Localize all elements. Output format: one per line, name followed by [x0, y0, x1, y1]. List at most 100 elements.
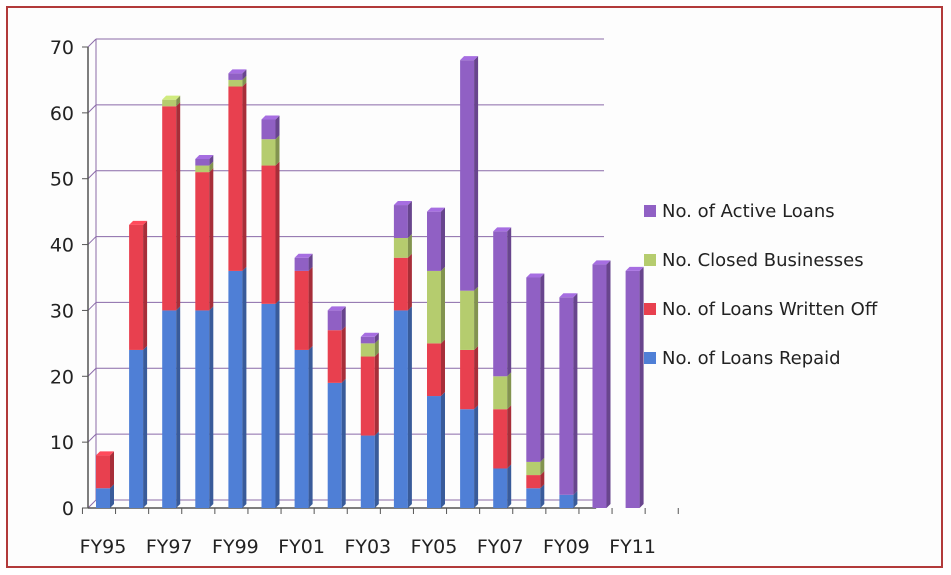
- bar-segment: [228, 266, 247, 508]
- legend-label: No. Closed Businesses: [662, 250, 864, 271]
- bar-face: [493, 376, 508, 410]
- bar-face: [592, 264, 607, 508]
- gridline-depth: [87, 433, 97, 443]
- bar-face: [195, 310, 210, 508]
- bar-face: [393, 237, 408, 258]
- bar-face: [162, 310, 177, 508]
- bar-face: [228, 86, 243, 271]
- bar-segment: [493, 405, 512, 469]
- bar-face: [261, 303, 276, 508]
- bar-top: [162, 95, 181, 100]
- bar-side: [374, 352, 379, 436]
- bar-face: [228, 270, 243, 508]
- bar-face: [526, 488, 541, 508]
- bar-side: [176, 95, 181, 107]
- bar-face: [460, 349, 475, 410]
- legend-label: No. of Loans Written Off: [662, 299, 878, 320]
- bar-segment: [493, 227, 512, 377]
- bar-segment: [195, 154, 214, 166]
- bar-segment: [427, 339, 445, 397]
- x-tick-label: FY05: [411, 536, 458, 558]
- bar-segment: [129, 220, 148, 350]
- bar-face: [228, 79, 243, 87]
- bar-side: [606, 260, 611, 508]
- bar-segment: [526, 273, 545, 462]
- y-tick-label: 40: [50, 235, 74, 257]
- bar-face: [427, 270, 441, 344]
- bar-side: [341, 326, 346, 383]
- bar-segment: [228, 75, 247, 87]
- bar-top: [360, 332, 379, 337]
- legend-item: No. of Active Loans: [644, 201, 835, 222]
- bar-side: [540, 484, 545, 508]
- x-tick-label: FY01: [278, 536, 325, 558]
- bar-side: [143, 220, 148, 350]
- y-tick-label: 10: [50, 432, 74, 454]
- bar-face: [195, 172, 210, 311]
- bar-face: [526, 475, 541, 489]
- bar-face: [261, 119, 276, 140]
- bar-segment: [360, 431, 379, 508]
- x-tick-label: FY97: [146, 536, 193, 558]
- bar-top: [195, 154, 214, 159]
- bar-segment: [427, 392, 445, 508]
- bar-segment: [393, 306, 412, 508]
- x-tick-label: FY03: [344, 536, 391, 558]
- legend-item: No. of Loans Written Off: [644, 299, 878, 320]
- bar-side: [242, 69, 247, 80]
- bar-top: [427, 207, 445, 212]
- bar-side: [110, 484, 114, 508]
- bar-segment: [327, 306, 346, 331]
- bar-segment: [195, 168, 214, 311]
- bar-side: [275, 161, 280, 304]
- gridline-depth: [87, 170, 97, 180]
- stacked-bar-chart: 0 10 20 30 40 50 60 70 FY95 FY97 FY99 FY01 FY03 FY05 F…: [50, 37, 878, 558]
- gridline-depth: [87, 236, 97, 245]
- bar-face: [427, 396, 441, 508]
- bar-side: [441, 392, 445, 508]
- bar-side: [374, 332, 379, 344]
- bar-segment: [493, 464, 512, 508]
- bar-face: [129, 224, 144, 350]
- bar-segment: [96, 484, 114, 508]
- bar-segment: [294, 266, 313, 350]
- x-tick-label: FY11: [609, 536, 656, 558]
- bar-segment: [360, 332, 379, 344]
- bar-face: [526, 461, 541, 476]
- bar-side: [275, 299, 280, 508]
- legend-swatch: [644, 352, 656, 364]
- bar-side: [507, 464, 512, 508]
- chart-frame: 0 10 20 30 40 50 60 70 FY95 FY97 FY99 FY01 FY03 FY05 F…: [6, 6, 943, 568]
- bar-segment: [129, 345, 148, 508]
- bar-top: [460, 56, 479, 61]
- bar-face: [96, 455, 110, 489]
- bar-segment: [559, 293, 578, 495]
- bar-side: [507, 405, 512, 469]
- bar-side: [275, 135, 280, 166]
- bar-face: [427, 343, 441, 397]
- bar-top: [625, 266, 644, 271]
- bar-face: [327, 310, 342, 331]
- bar-top: [559, 293, 578, 298]
- bar-side: [507, 372, 512, 410]
- bar-side: [209, 168, 214, 311]
- bar-face: [195, 165, 210, 173]
- bar-side: [242, 266, 247, 508]
- bar-side: [308, 345, 313, 508]
- bar-face: [493, 231, 508, 377]
- bar-segment: [526, 471, 545, 489]
- bar-face: [162, 99, 177, 107]
- bar-top: [526, 273, 545, 278]
- bar-face: [360, 336, 375, 344]
- bar-face: [96, 488, 110, 508]
- bar-side: [540, 273, 545, 462]
- bar-face: [228, 73, 243, 80]
- bar-segment: [360, 339, 379, 357]
- bar-side: [441, 339, 445, 397]
- bar-face: [195, 158, 210, 166]
- bar-segment: [162, 102, 181, 311]
- bar-face: [294, 270, 309, 350]
- bar-face: [294, 257, 309, 271]
- bar-segment: [460, 286, 479, 350]
- bar-side: [441, 207, 445, 271]
